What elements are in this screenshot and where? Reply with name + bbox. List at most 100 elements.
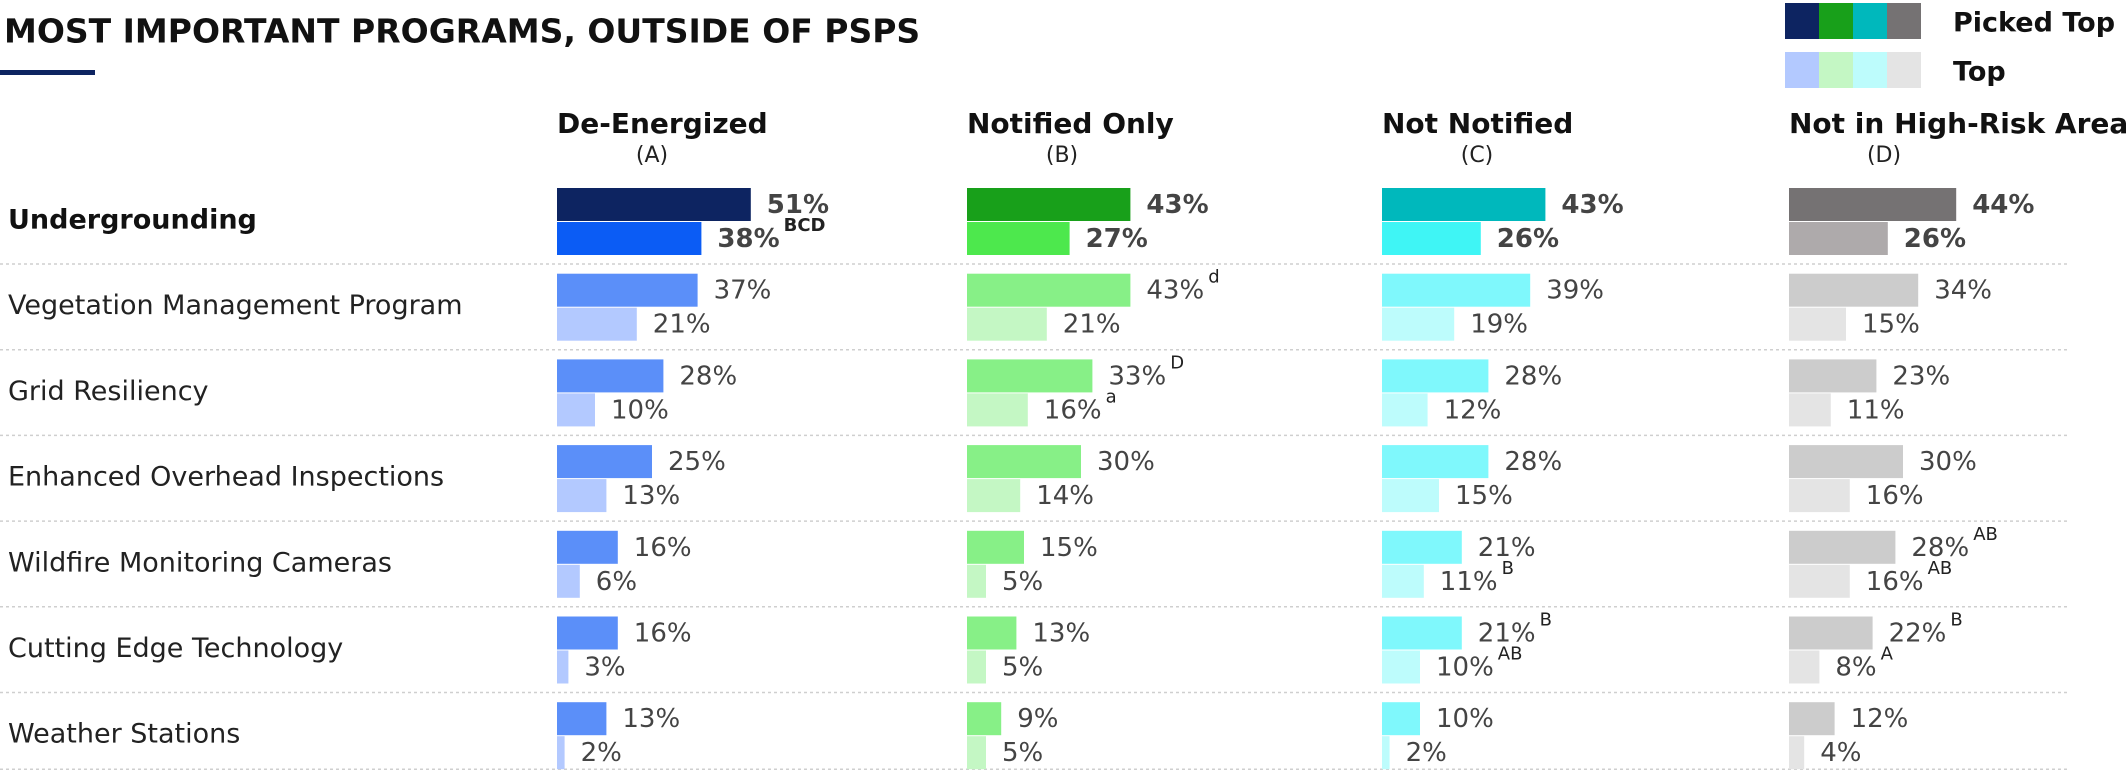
bar [1382, 307, 1455, 341]
value-label: 23% [1892, 361, 1950, 391]
value-label: 13% [622, 704, 680, 734]
significance-note: AB [1498, 644, 1523, 665]
bar [1382, 222, 1481, 255]
bar [967, 479, 1021, 513]
panel-title: De-Energized [557, 107, 768, 140]
bar [1789, 393, 1831, 427]
bar [557, 445, 652, 479]
chart-title: MOST IMPORTANT PROGRAMS, OUTSIDE OF PSPS [4, 12, 920, 51]
bar [557, 273, 698, 307]
significance-note: AB [1973, 524, 1998, 545]
value-label: 12% [1444, 395, 1502, 425]
bar [1789, 188, 1957, 221]
bar [557, 188, 751, 221]
bar [1789, 564, 1850, 598]
category-label: Undergrounding [8, 205, 257, 236]
bar [1789, 479, 1850, 513]
value-label: 15% [1862, 310, 1920, 340]
bar [1789, 273, 1919, 307]
value-label: 25% [668, 447, 726, 477]
value-label: 21% [1478, 533, 1536, 563]
value-label: 8% [1835, 653, 1876, 683]
bar [1789, 530, 1896, 564]
value-label: 26% [1904, 224, 1966, 254]
value-label: 10% [1436, 704, 1494, 734]
panel-subtitle: (D) [1867, 143, 1901, 168]
bar [557, 650, 569, 684]
value-label: 13% [1032, 619, 1090, 649]
value-label: 19% [1470, 310, 1528, 340]
bar [1382, 650, 1420, 684]
value-label: 21% [1478, 619, 1536, 649]
bar [1382, 445, 1489, 479]
bar [557, 393, 595, 427]
panel-subtitle: (C) [1461, 143, 1494, 168]
value-label: 16% [634, 533, 692, 563]
bar [967, 188, 1131, 221]
value-label: 22% [1889, 619, 1947, 649]
panel-title: Not in High-Risk Area [1789, 107, 2126, 140]
value-label: 34% [1934, 276, 1992, 306]
bar [557, 222, 702, 255]
bar [557, 736, 565, 770]
value-label: 16% [1044, 395, 1102, 425]
value-label: 11% [1440, 567, 1498, 597]
value-label: 10% [1436, 653, 1494, 683]
bar [1382, 736, 1390, 770]
value-label: 21% [653, 310, 711, 340]
bar [1789, 702, 1835, 736]
significance-note: B [1540, 610, 1552, 631]
title-underline [0, 70, 95, 75]
value-label: 16% [634, 619, 692, 649]
value-label: 16% [1866, 481, 1924, 511]
value-label: 43% [1146, 190, 1208, 220]
bar [967, 530, 1024, 564]
significance-note: AB [1928, 558, 1953, 579]
bar [967, 222, 1070, 255]
bar [967, 650, 986, 684]
value-label: 9% [1017, 704, 1058, 734]
bar [1789, 222, 1888, 255]
value-label: 38% [717, 224, 779, 254]
legend-swatch [1853, 3, 1887, 39]
bar [1382, 273, 1531, 307]
bar [967, 702, 1002, 736]
significance-note: A [1881, 644, 1894, 665]
legend-label: Picked Top 2 [1953, 8, 2126, 39]
bar [1382, 479, 1439, 513]
legend-swatch [1785, 3, 1819, 39]
legend-swatch [1819, 3, 1853, 39]
value-label: 28% [1911, 533, 1969, 563]
bar [557, 530, 618, 564]
value-label: 11% [1847, 395, 1905, 425]
significance-note: D [1170, 352, 1184, 373]
value-label: 28% [679, 361, 737, 391]
value-label: 5% [1002, 653, 1043, 683]
bar [967, 273, 1131, 307]
bar [557, 702, 607, 736]
bar [1789, 307, 1846, 341]
bar [557, 479, 607, 513]
bar [1789, 616, 1873, 650]
value-label: 28% [1504, 447, 1562, 477]
value-label: 30% [1919, 447, 1977, 477]
category-label: Vegetation Management Program [8, 290, 463, 321]
significance-note: B [1502, 558, 1514, 579]
value-label: 13% [622, 481, 680, 511]
value-label: 12% [1851, 704, 1909, 734]
bar [557, 307, 637, 341]
value-label: 2% [581, 738, 622, 768]
legend-label: Top [1953, 57, 2006, 88]
value-label: 10% [611, 395, 669, 425]
panel-subtitle: (A) [636, 143, 668, 168]
bar [1382, 188, 1546, 221]
significance-note: B [1950, 610, 1962, 631]
bar [557, 616, 618, 650]
bar [557, 359, 664, 393]
bar [1789, 359, 1877, 393]
significance-note: BCD [784, 215, 826, 236]
panel-title: Not Notified [1382, 107, 1573, 140]
value-label: 33% [1108, 361, 1166, 391]
value-label: 51% [767, 190, 829, 220]
